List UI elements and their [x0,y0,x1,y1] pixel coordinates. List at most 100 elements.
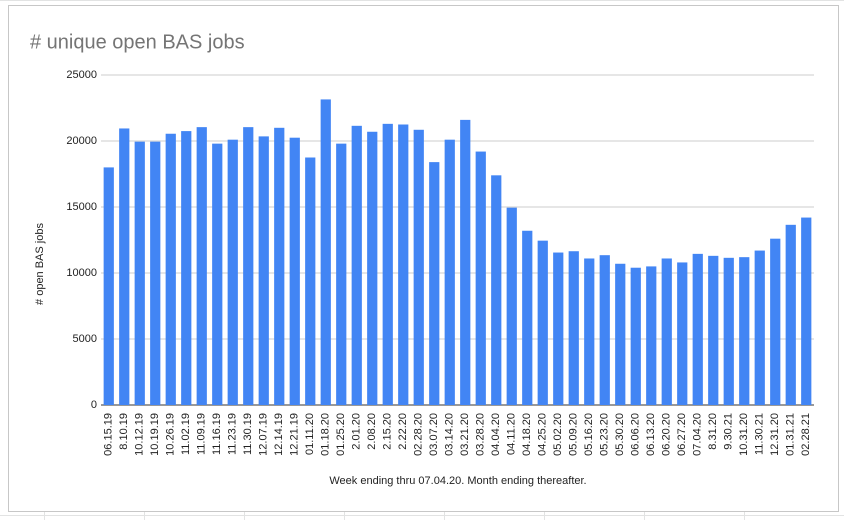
bar [413,129,424,405]
x-tick-label: 06.13.20 [645,413,657,456]
bar [227,139,238,405]
x-tick-label: 01.25.20 [335,413,347,456]
x-tick-label: 11.09.19 [196,413,208,455]
bar [615,263,626,405]
bar [444,139,455,405]
y-tick-label: 15000 [66,201,97,213]
bar [212,143,223,405]
bar [258,136,269,405]
x-axis-label: Week ending thru 07.04.20. Month ending … [329,475,586,487]
bar [320,99,331,406]
bar [196,127,207,405]
y-tick-label: 25000 [66,69,97,81]
y-tick-label: 0 [91,399,97,411]
bar [429,162,440,405]
bar [243,127,254,405]
bar [785,224,796,405]
bar [537,240,548,405]
bar [661,258,672,405]
y-tick-label: 5000 [73,333,97,345]
x-tick-label: 04.18.20 [521,413,533,456]
x-tick-label: 11.02.19 [180,413,192,455]
bar [599,255,610,405]
bar [646,266,657,405]
x-tick-label: 2.08.20 [366,413,378,450]
x-tick-label: 07.04.20 [692,413,704,456]
bar [305,157,316,405]
bar [165,133,176,406]
bar [336,143,347,405]
x-tick-label: 10.31.20 [738,413,750,456]
x-tick-label: 10.12.19 [134,413,146,456]
x-tick-label: 04.11.20 [506,413,518,455]
x-tick-label: 03.21.20 [459,413,471,456]
x-tick-label: 02.28.21 [800,413,812,456]
x-tick-label: 05.16.20 [583,413,595,456]
y-tick-label: 10000 [66,267,97,279]
x-tick-label: 11.30.21 [754,413,766,455]
bar [289,137,300,405]
x-tick-label: 01.11.20 [304,413,316,455]
x-tick-label: 2.01.20 [351,413,363,450]
x-tick-label: 9.30.21 [723,413,735,450]
bar [367,131,378,405]
x-tick-label: 03.14.20 [444,413,456,456]
bar [103,167,114,405]
y-tick-label: 20000 [66,135,97,147]
x-tick-label: 02.28.20 [413,413,425,456]
bar [460,119,471,405]
x-tick-label: 06.27.20 [676,413,688,456]
x-tick-label: 2.22.20 [397,413,409,450]
bar [708,255,719,405]
bar [692,253,703,405]
x-tick-label: 11.16.19 [211,413,223,455]
x-tick-label: 12.31.20 [769,413,781,456]
x-tick-label: 03.07.20 [428,413,440,456]
bar [770,238,781,405]
bar [723,257,734,405]
bar [522,230,533,405]
x-tick-label: 10.19.19 [149,413,161,456]
bar [134,141,145,405]
bar [584,258,595,405]
x-tick-label: 01.31.21 [785,413,797,456]
x-tick-label: 06.20.20 [661,413,673,456]
bar [677,262,688,405]
bar [119,128,130,405]
x-tick-label: 8.31.20 [707,413,719,450]
x-tick-label: 12.21.19 [289,413,301,456]
x-tick-label: 8.10.19 [118,413,130,450]
x-tick-label: 05.30.20 [614,413,626,456]
x-tick-label: 2.15.20 [382,413,394,450]
bar [475,151,486,405]
x-tick-label: 12.14.19 [273,413,285,456]
bar [801,217,812,405]
bar [739,257,750,405]
bar [181,131,192,405]
bar [491,175,502,405]
x-tick-label: 11.23.19 [227,413,239,455]
bar [274,127,285,406]
bar [351,125,362,405]
bar [754,250,765,405]
bar [150,141,161,405]
x-tick-label: 03.28.20 [475,413,487,456]
x-tick-label: 05.02.20 [552,413,564,456]
bar [382,123,393,405]
bar [553,252,564,405]
bar [630,267,641,405]
x-tick-label: 01.18.20 [320,413,332,456]
x-tick-label: 06.15.19 [103,413,115,456]
x-tick-label: 05.23.20 [599,413,611,456]
x-tick-label: 05.09.20 [568,413,580,456]
x-tick-label: 12.07.19 [258,413,270,456]
x-tick-label: 06.06.20 [630,413,642,456]
x-tick-label: 11.30.19 [242,413,254,455]
x-tick-label: 10.26.19 [165,413,177,456]
bar [568,251,579,405]
x-tick-label: 04.04.20 [490,413,502,456]
y-axis-label: # open BAS jobs [34,223,46,305]
